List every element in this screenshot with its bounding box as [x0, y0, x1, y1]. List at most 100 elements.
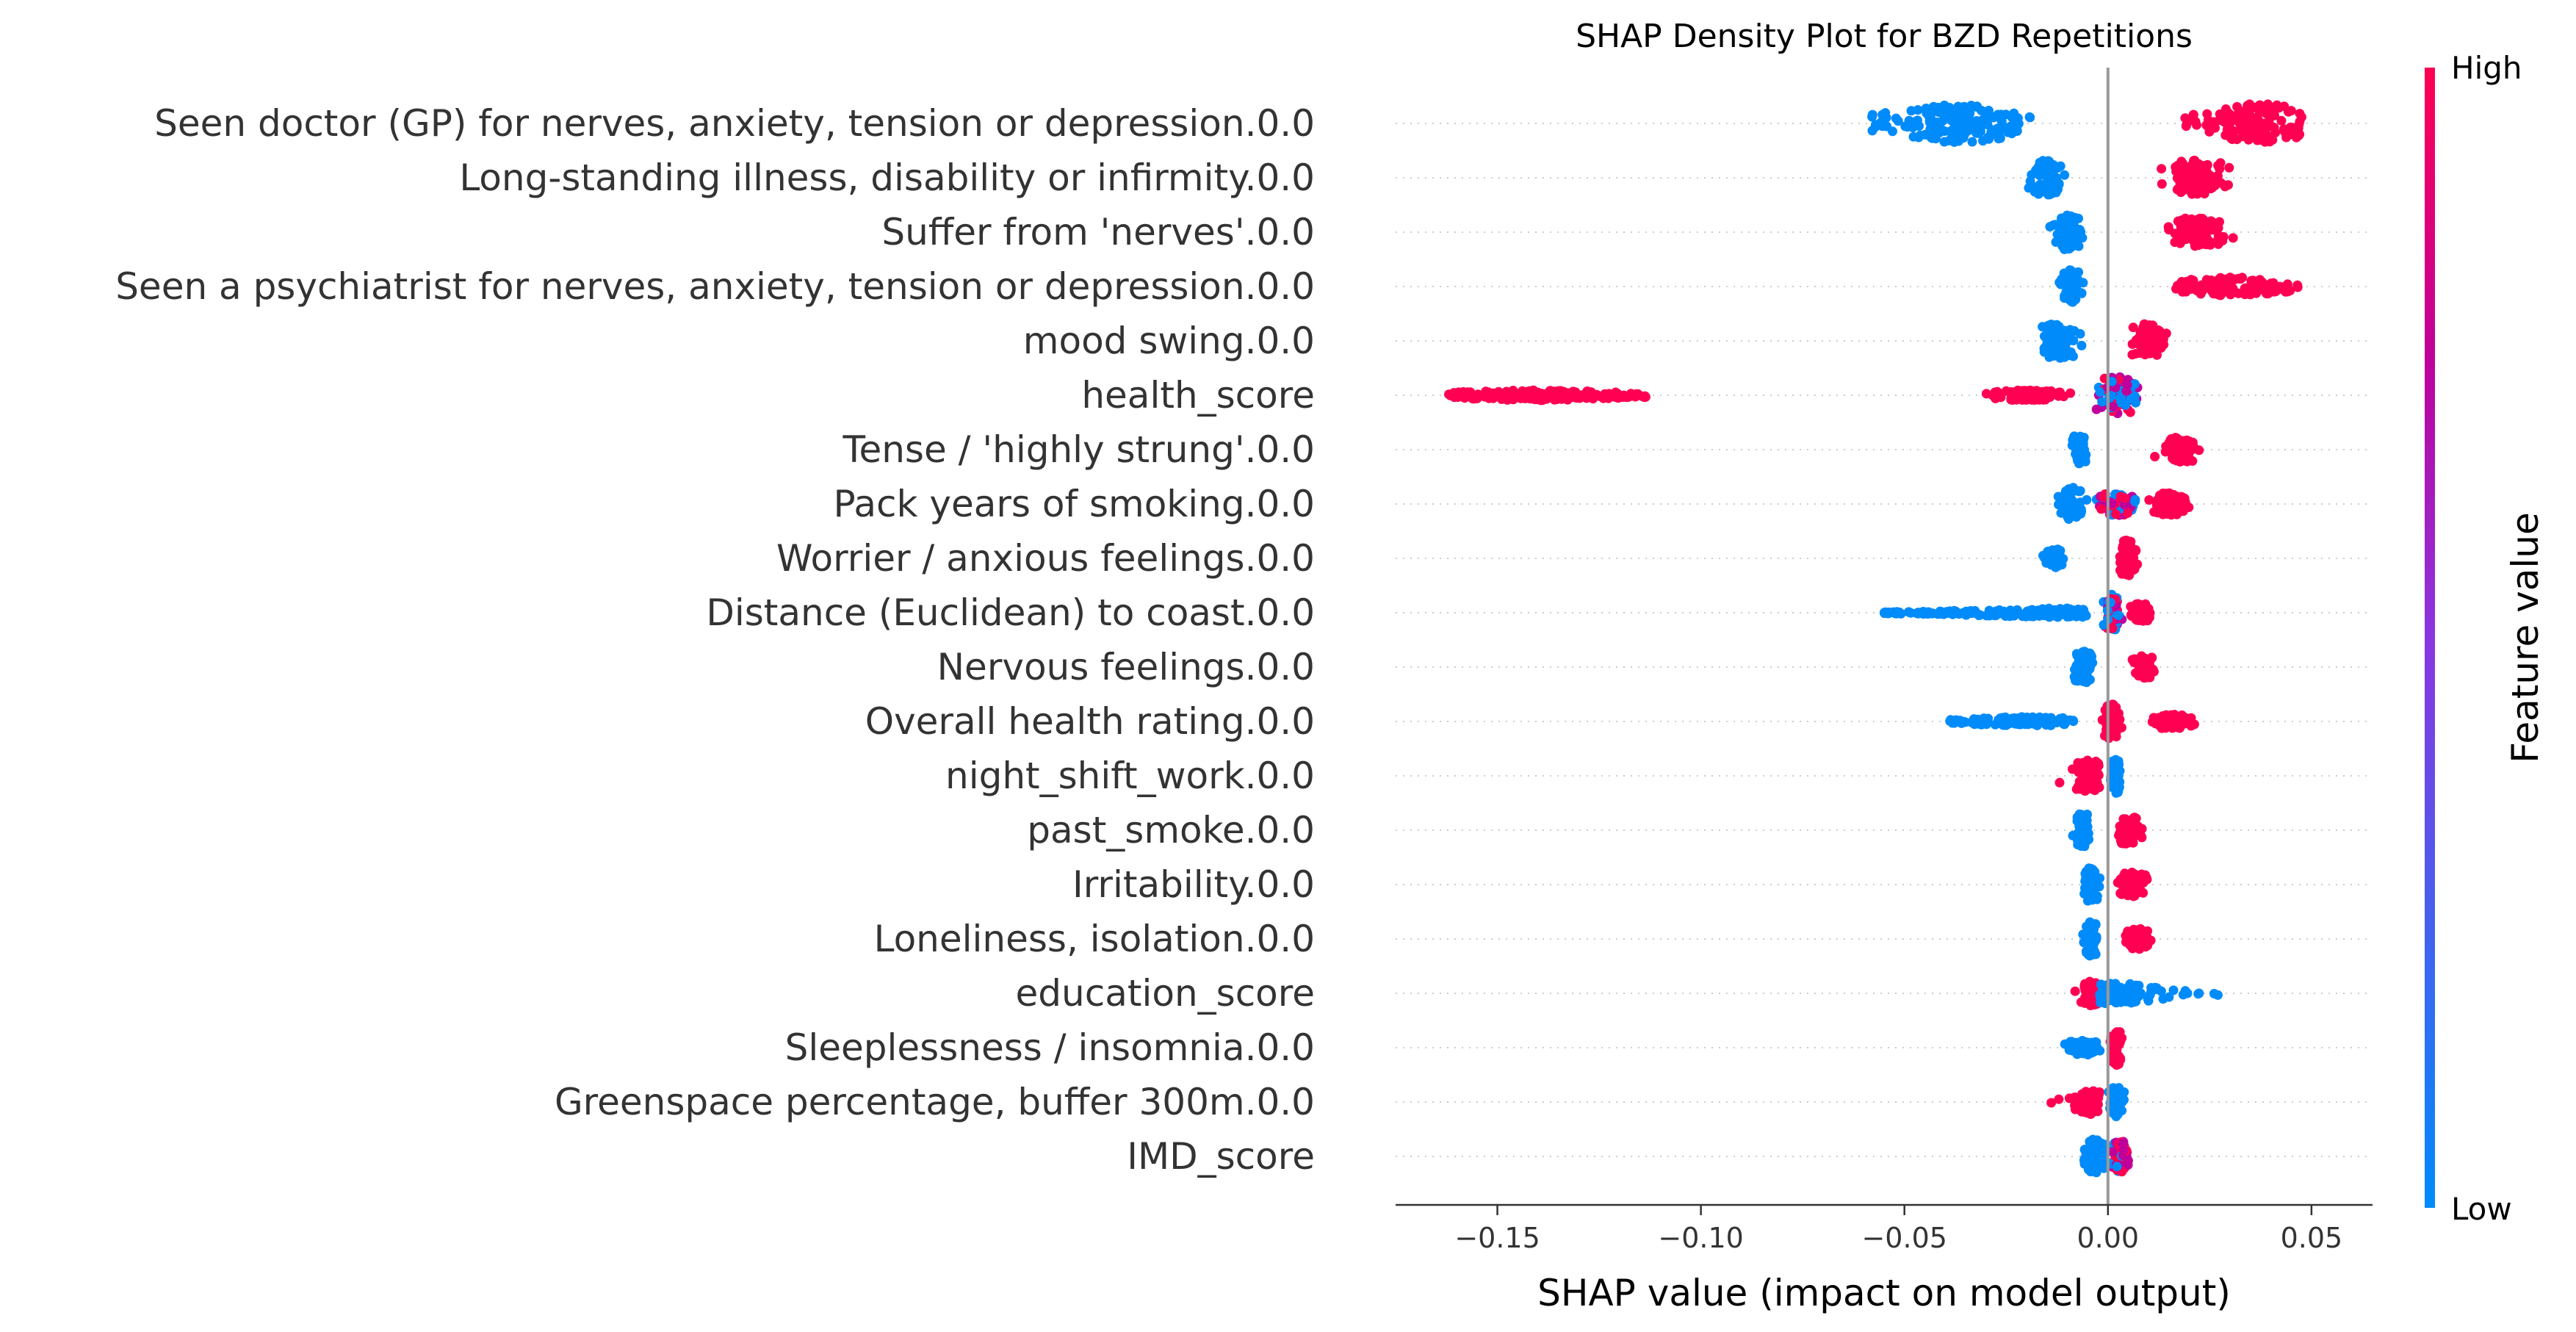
- shap-point: [2119, 985, 2129, 996]
- feature-points: [2068, 809, 2147, 852]
- shap-point: [1956, 107, 1966, 117]
- shap-point: [2113, 1031, 2124, 1041]
- shap-point: [1955, 716, 1965, 726]
- shap-point: [2113, 997, 2123, 1007]
- feature-label: Loneliness, isolation.0.0: [874, 918, 1315, 960]
- x-tick-label: 0.05: [2281, 1222, 2343, 1254]
- shap-point: [1923, 607, 1933, 617]
- shap-point: [2083, 1091, 2093, 1101]
- shap-point: [2115, 492, 2126, 502]
- feature-label: mood swing.0.0: [1023, 320, 1315, 362]
- shap-point: [2123, 508, 2133, 518]
- shap-point: [2065, 715, 2075, 725]
- x-ticks: −0.15 −0.10 −0.05 0.00 0.05: [1454, 1205, 2342, 1254]
- shap-point: [2187, 226, 2198, 236]
- feature-label: Suffer from 'nerves'.0.0: [881, 211, 1315, 253]
- shap-point: [1913, 115, 1922, 126]
- shap-point: [2037, 168, 2047, 178]
- shap-point: [1949, 607, 1960, 616]
- shap-point: [1493, 386, 1504, 397]
- shap-point: [2077, 1106, 2087, 1117]
- shap-point: [1867, 112, 1877, 122]
- shap-point: [2089, 874, 2099, 885]
- shap-point: [2229, 274, 2240, 284]
- shap-point: [2108, 700, 2118, 710]
- shap-point: [2157, 179, 2167, 189]
- shap-point: [2089, 979, 2099, 989]
- shap-point: [2053, 492, 2063, 502]
- shap-point: [2127, 350, 2137, 360]
- shap-point: [2215, 164, 2225, 174]
- feature-points: [1867, 99, 2306, 147]
- shap-point: [1985, 611, 1994, 621]
- shap-point: [2138, 877, 2149, 888]
- shap-point: [2176, 456, 2187, 467]
- shap-point: [2077, 233, 2088, 243]
- shap-point: [1988, 390, 1998, 400]
- shap-point: [2165, 499, 2175, 509]
- shap-point: [2196, 214, 2205, 224]
- shap-point: [2085, 939, 2095, 949]
- shap-point: [2137, 832, 2147, 843]
- shap-point: [1454, 387, 1464, 397]
- shap-point: [2062, 503, 2072, 514]
- feature-labels: Seen doctor (GP) for nerves, anxiety, te…: [115, 102, 1315, 1178]
- shap-point: [2162, 489, 2172, 499]
- shap-point: [2116, 397, 2126, 408]
- shap-point: [2279, 124, 2289, 134]
- feature-label: Greenspace percentage, buffer 300m.0.0: [555, 1081, 1315, 1123]
- shap-point: [2255, 107, 2265, 118]
- shap-point: [2269, 123, 2279, 132]
- shap-point: [2076, 997, 2086, 1007]
- shap-point: [2010, 718, 2021, 728]
- shap-point: [2209, 289, 2219, 299]
- shap-point: [2065, 494, 2075, 504]
- shap-point: [2164, 225, 2174, 235]
- shap-point: [1891, 608, 1902, 619]
- feature-label: Distance (Euclidean) to coast.0.0: [706, 591, 1315, 634]
- feature-label: health_score: [1081, 374, 1315, 417]
- shap-point: [2151, 505, 2161, 516]
- shap-point: [2082, 819, 2092, 829]
- shap-point: [2270, 110, 2279, 120]
- shap-point: [2039, 331, 2049, 342]
- shap-point: [2009, 108, 2019, 118]
- shap-point: [2112, 1056, 2122, 1066]
- shap-point: [2107, 1147, 2118, 1157]
- shap-point: [2061, 486, 2071, 496]
- shap-point: [2062, 350, 2072, 361]
- shap-point: [2128, 323, 2138, 333]
- shap-point: [2088, 1044, 2097, 1054]
- shap-point: [2248, 276, 2258, 286]
- shap-point: [2223, 180, 2233, 190]
- shap-point: [2227, 116, 2237, 126]
- shap-point: [2063, 271, 2073, 281]
- feature-points: [2046, 1083, 2129, 1122]
- shap-point: [2075, 497, 2085, 508]
- shap-point: [2134, 981, 2144, 990]
- shap-point: [2095, 387, 2105, 397]
- shap-point: [2168, 985, 2179, 996]
- shap-point: [2228, 233, 2238, 243]
- shap-point: [2077, 340, 2087, 350]
- shap-point: [2202, 159, 2212, 170]
- shap-point: [2291, 132, 2301, 143]
- shap-point: [2058, 336, 2068, 346]
- shap-point: [2118, 1145, 2129, 1155]
- shap-point: [2113, 611, 2124, 620]
- shap-point: [2077, 1036, 2088, 1045]
- shap-point: [2175, 723, 2184, 733]
- shap-point: [2143, 660, 2153, 671]
- shap-point: [2081, 652, 2091, 663]
- shap-point: [2107, 498, 2117, 508]
- shap-point: [2125, 979, 2135, 989]
- shap-point: [2178, 506, 2188, 516]
- shap-point: [2113, 877, 2123, 888]
- shap-point: [1958, 608, 1968, 618]
- shap-point: [2127, 838, 2137, 848]
- shap-point: [2099, 492, 2109, 502]
- shap-point: [2282, 279, 2292, 289]
- shap-point: [1876, 118, 1886, 129]
- shap-point: [2184, 217, 2195, 227]
- shap-point: [2114, 1083, 2124, 1093]
